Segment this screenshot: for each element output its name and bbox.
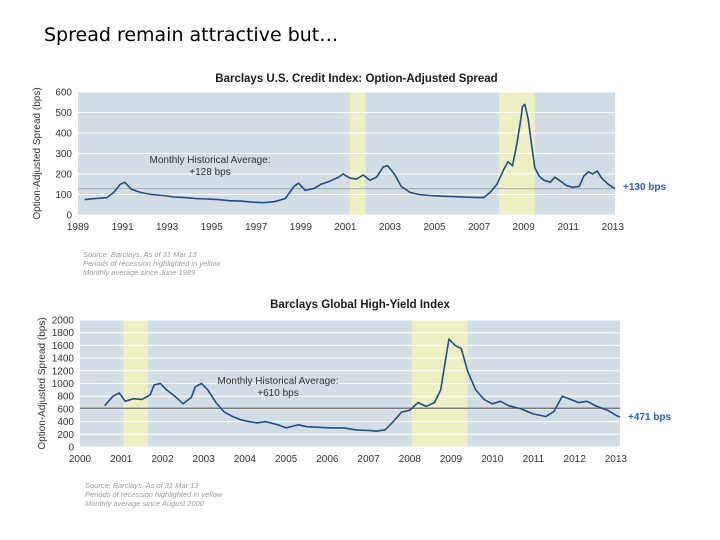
x-tick-label: 2004 — [234, 454, 257, 465]
source-note: Source: Barclays. As of 31 Mar 13 — [85, 481, 199, 490]
x-tick-label: 1991 — [111, 222, 134, 233]
x-tick-label: 2001 — [334, 222, 357, 233]
y-tick-label: 200 — [55, 170, 72, 181]
y-tick-label: 400 — [55, 129, 72, 140]
end-value-label: +130 bps — [623, 182, 667, 193]
x-tick-label: 2001 — [110, 454, 133, 465]
source-note: Periods of recession highlighted in yell… — [85, 490, 223, 499]
average-annotation-line2: +610 bps — [257, 388, 298, 399]
x-tick-label: 2002 — [151, 454, 174, 465]
x-tick-label: 2005 — [275, 454, 298, 465]
source-note: Monthly average since June 1989 — [83, 268, 196, 277]
y-tick-label: 200 — [57, 430, 74, 441]
chart-title: Barclays U.S. Credit Index: Option-Adjus… — [215, 73, 497, 85]
source-note: Source: Barclays. As of 31 Mar 13 — [83, 250, 197, 259]
y-tick-label: 100 — [55, 190, 72, 201]
x-tick-label: 2010 — [481, 454, 504, 465]
x-tick-label: 2005 — [423, 222, 446, 233]
chart-title: Barclays Global High-Yield Index — [270, 299, 450, 311]
x-tick-label: 2007 — [468, 222, 491, 233]
y-axis-label: Option-Adjusted Spread (bps) — [37, 317, 48, 449]
average-annotation-line1: Monthly Historical Average: — [150, 155, 271, 166]
series-line — [104, 338, 621, 432]
chart-2: 0200400600800100012001400160018002000200… — [37, 299, 672, 508]
x-tick-label: 2003 — [379, 222, 402, 233]
x-tick-label: 2000 — [69, 454, 92, 465]
source-note: Monthly average since August 2000 — [85, 499, 205, 508]
y-tick-label: 1400 — [52, 354, 75, 365]
x-tick-label: 2012 — [564, 454, 587, 465]
x-tick-label: 2013 — [605, 454, 628, 465]
y-tick-label: 0 — [68, 443, 74, 454]
y-axis-label: Option-Adjusted Spread (bps) — [32, 87, 43, 219]
y-tick-label: 600 — [57, 404, 74, 415]
x-tick-label: 2008 — [399, 454, 422, 465]
y-tick-label: 500 — [55, 108, 72, 119]
x-tick-label: 2009 — [440, 454, 463, 465]
x-tick-label: 2007 — [357, 454, 380, 465]
x-tick-label: 2006 — [316, 454, 339, 465]
x-tick-label: 2013 — [602, 222, 625, 233]
y-tick-label: 0 — [66, 211, 72, 222]
y-tick-label: 1800 — [52, 328, 75, 339]
series-line — [84, 103, 616, 204]
chart-1: 0 100 200 300 400 500 600 1989 1991 1993 1995 1997 1… — [32, 73, 667, 277]
x-tick-label: 1997 — [245, 222, 268, 233]
average-annotation-line2: +128 bps — [189, 167, 230, 178]
slide-title: Spread remain attractive but… — [44, 24, 339, 46]
y-tick-label: 300 — [55, 149, 72, 160]
x-tick-label: 1995 — [201, 222, 224, 233]
y-tick-label: 1200 — [52, 366, 75, 377]
x-tick-label: 2011 — [523, 454, 545, 465]
y-tick-label: 400 — [57, 417, 74, 428]
source-note: Periods of recession highlighted in yell… — [83, 259, 221, 268]
end-value-label: +471 bps — [628, 412, 672, 423]
x-tick-label: 1999 — [290, 222, 313, 233]
x-tick-label: 2011 — [557, 222, 579, 233]
y-tick-label: 600 — [55, 88, 72, 99]
y-tick-label: 1600 — [52, 341, 75, 352]
x-tick-label: 1993 — [156, 222, 179, 233]
y-tick-label: 1000 — [52, 379, 75, 390]
average-annotation-line1: Monthly Historical Average: — [218, 376, 339, 387]
y-tick-label: 800 — [57, 392, 74, 403]
x-tick-label: 1989 — [67, 222, 90, 233]
x-tick-label: 2009 — [513, 222, 536, 233]
y-tick-label: 2000 — [52, 316, 75, 327]
x-tick-label: 2003 — [193, 454, 216, 465]
